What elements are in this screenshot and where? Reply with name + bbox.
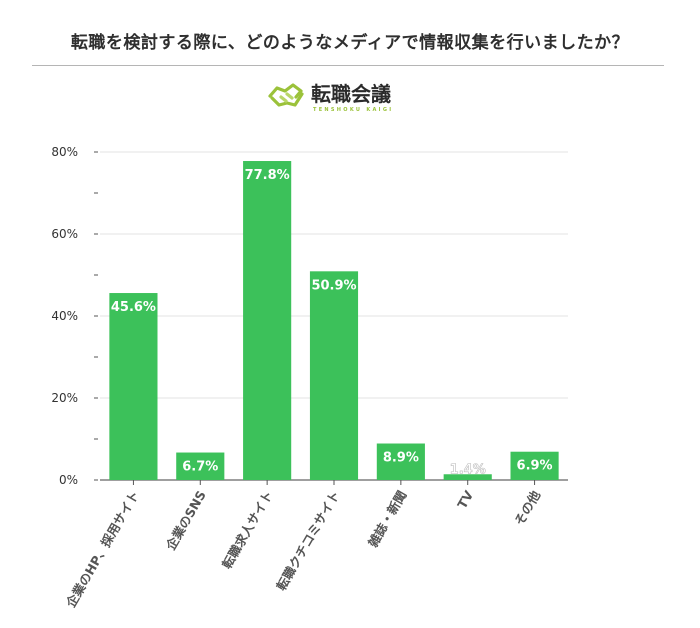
- chart-title: 転職を検討する際に、どのようなメディアで情報収集を行いましたか？: [70, 33, 630, 53]
- category-label: 企業のHP、採用サイト: [62, 488, 142, 611]
- category-label: 転職求人サイト: [219, 488, 276, 571]
- bar: [443, 474, 492, 480]
- logo: 転職会議 TENSHOKU KAIGI: [268, 82, 393, 113]
- data-label: 77.8%: [245, 168, 290, 183]
- data-label: 6.9%: [517, 459, 553, 474]
- y-axis: 0% 20% 40% 60% 80%: [51, 145, 536, 487]
- category-label: TV: [454, 488, 476, 512]
- data-label: 1.4%: [450, 462, 486, 477]
- category-label: 企業のSNS: [162, 488, 208, 553]
- y-tick-label: 60%: [51, 227, 78, 241]
- title-divider: [32, 65, 664, 66]
- logo-sub-text: TENSHOKU KAIGI: [313, 107, 393, 113]
- y-tick-label: 80%: [51, 145, 78, 159]
- bar: [176, 452, 225, 480]
- y-tick-label: 20%: [51, 391, 78, 405]
- category-label: 転職クチコミサイト: [273, 488, 342, 593]
- bar: [376, 443, 425, 480]
- bar: [510, 451, 559, 480]
- category-label: その他: [511, 488, 543, 528]
- bar: [243, 161, 292, 480]
- bar: [309, 271, 359, 480]
- data-label: 50.9%: [311, 278, 356, 293]
- data-label: 45.6%: [111, 300, 156, 315]
- logo-main-text: 転職会議: [311, 82, 391, 106]
- y-tick-label: 0%: [59, 473, 78, 487]
- data-label: 8.9%: [383, 451, 419, 466]
- bar: [109, 293, 158, 480]
- y-tick-label: 40%: [51, 309, 78, 323]
- handshake-icon: [268, 83, 304, 107]
- category-label: 雑誌・新聞: [365, 488, 410, 551]
- data-label: 6.7%: [182, 460, 218, 475]
- bars: 45.6% 6.7% 77.8% 50.9% 8.9% 1.4% 6.9%: [109, 161, 559, 480]
